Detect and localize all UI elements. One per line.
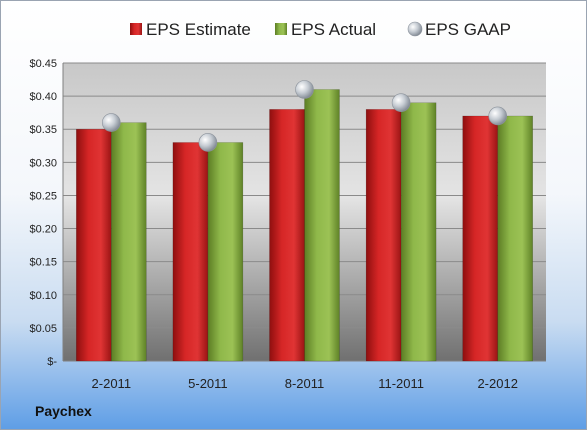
- y-tick-label: $0.20: [29, 224, 57, 236]
- legend-swatch-eps-estimate: [130, 23, 142, 35]
- legend-label: EPS Estimate: [146, 20, 251, 39]
- x-tick-label: 5-2011: [188, 376, 228, 391]
- y-tick-label: $0.30: [29, 157, 57, 169]
- y-tick-label: $0.15: [29, 257, 57, 269]
- legend-label: EPS GAAP: [425, 20, 511, 39]
- y-tick-label: $0.45: [29, 58, 57, 70]
- bar-eps-actual: [497, 115, 533, 362]
- marker-eps-gaap: [391, 93, 411, 113]
- bar-eps-estimate: [269, 109, 305, 362]
- legend-label: EPS Actual: [291, 20, 376, 39]
- bar-eps-estimate: [172, 142, 209, 362]
- marker-eps-gaap: [102, 113, 121, 132]
- bar-eps-actual: [207, 142, 244, 362]
- x-tick-label: 2-2012: [477, 376, 517, 391]
- y-tick-label: $-: [47, 356, 57, 368]
- y-tick-label: $0.25: [29, 190, 57, 202]
- marker-eps-gaap: [295, 80, 314, 99]
- bar-eps-actual: [111, 122, 147, 362]
- x-tick-label: 2-2011: [92, 376, 132, 391]
- y-tick-label: $0.40: [29, 91, 57, 103]
- x-tick-label: 11-2011: [378, 376, 424, 391]
- legend-swatch-eps-actual: [275, 23, 287, 35]
- y-tick-label: $0.35: [29, 124, 57, 136]
- bar-eps-estimate: [462, 115, 498, 362]
- bar-eps-actual: [400, 102, 437, 362]
- x-tick-label: 8-2011: [285, 376, 325, 391]
- company-name: Paychex: [35, 403, 92, 419]
- y-tick-label: $0.10: [29, 290, 57, 302]
- bar-eps-estimate: [76, 128, 112, 362]
- legend-marker-eps-gaap: [407, 21, 423, 37]
- marker-eps-gaap: [488, 106, 508, 126]
- bar-eps-estimate: [365, 109, 402, 362]
- y-tick-label: $0.05: [29, 323, 57, 335]
- marker-eps-gaap: [198, 133, 218, 152]
- bar-eps-actual: [304, 89, 340, 362]
